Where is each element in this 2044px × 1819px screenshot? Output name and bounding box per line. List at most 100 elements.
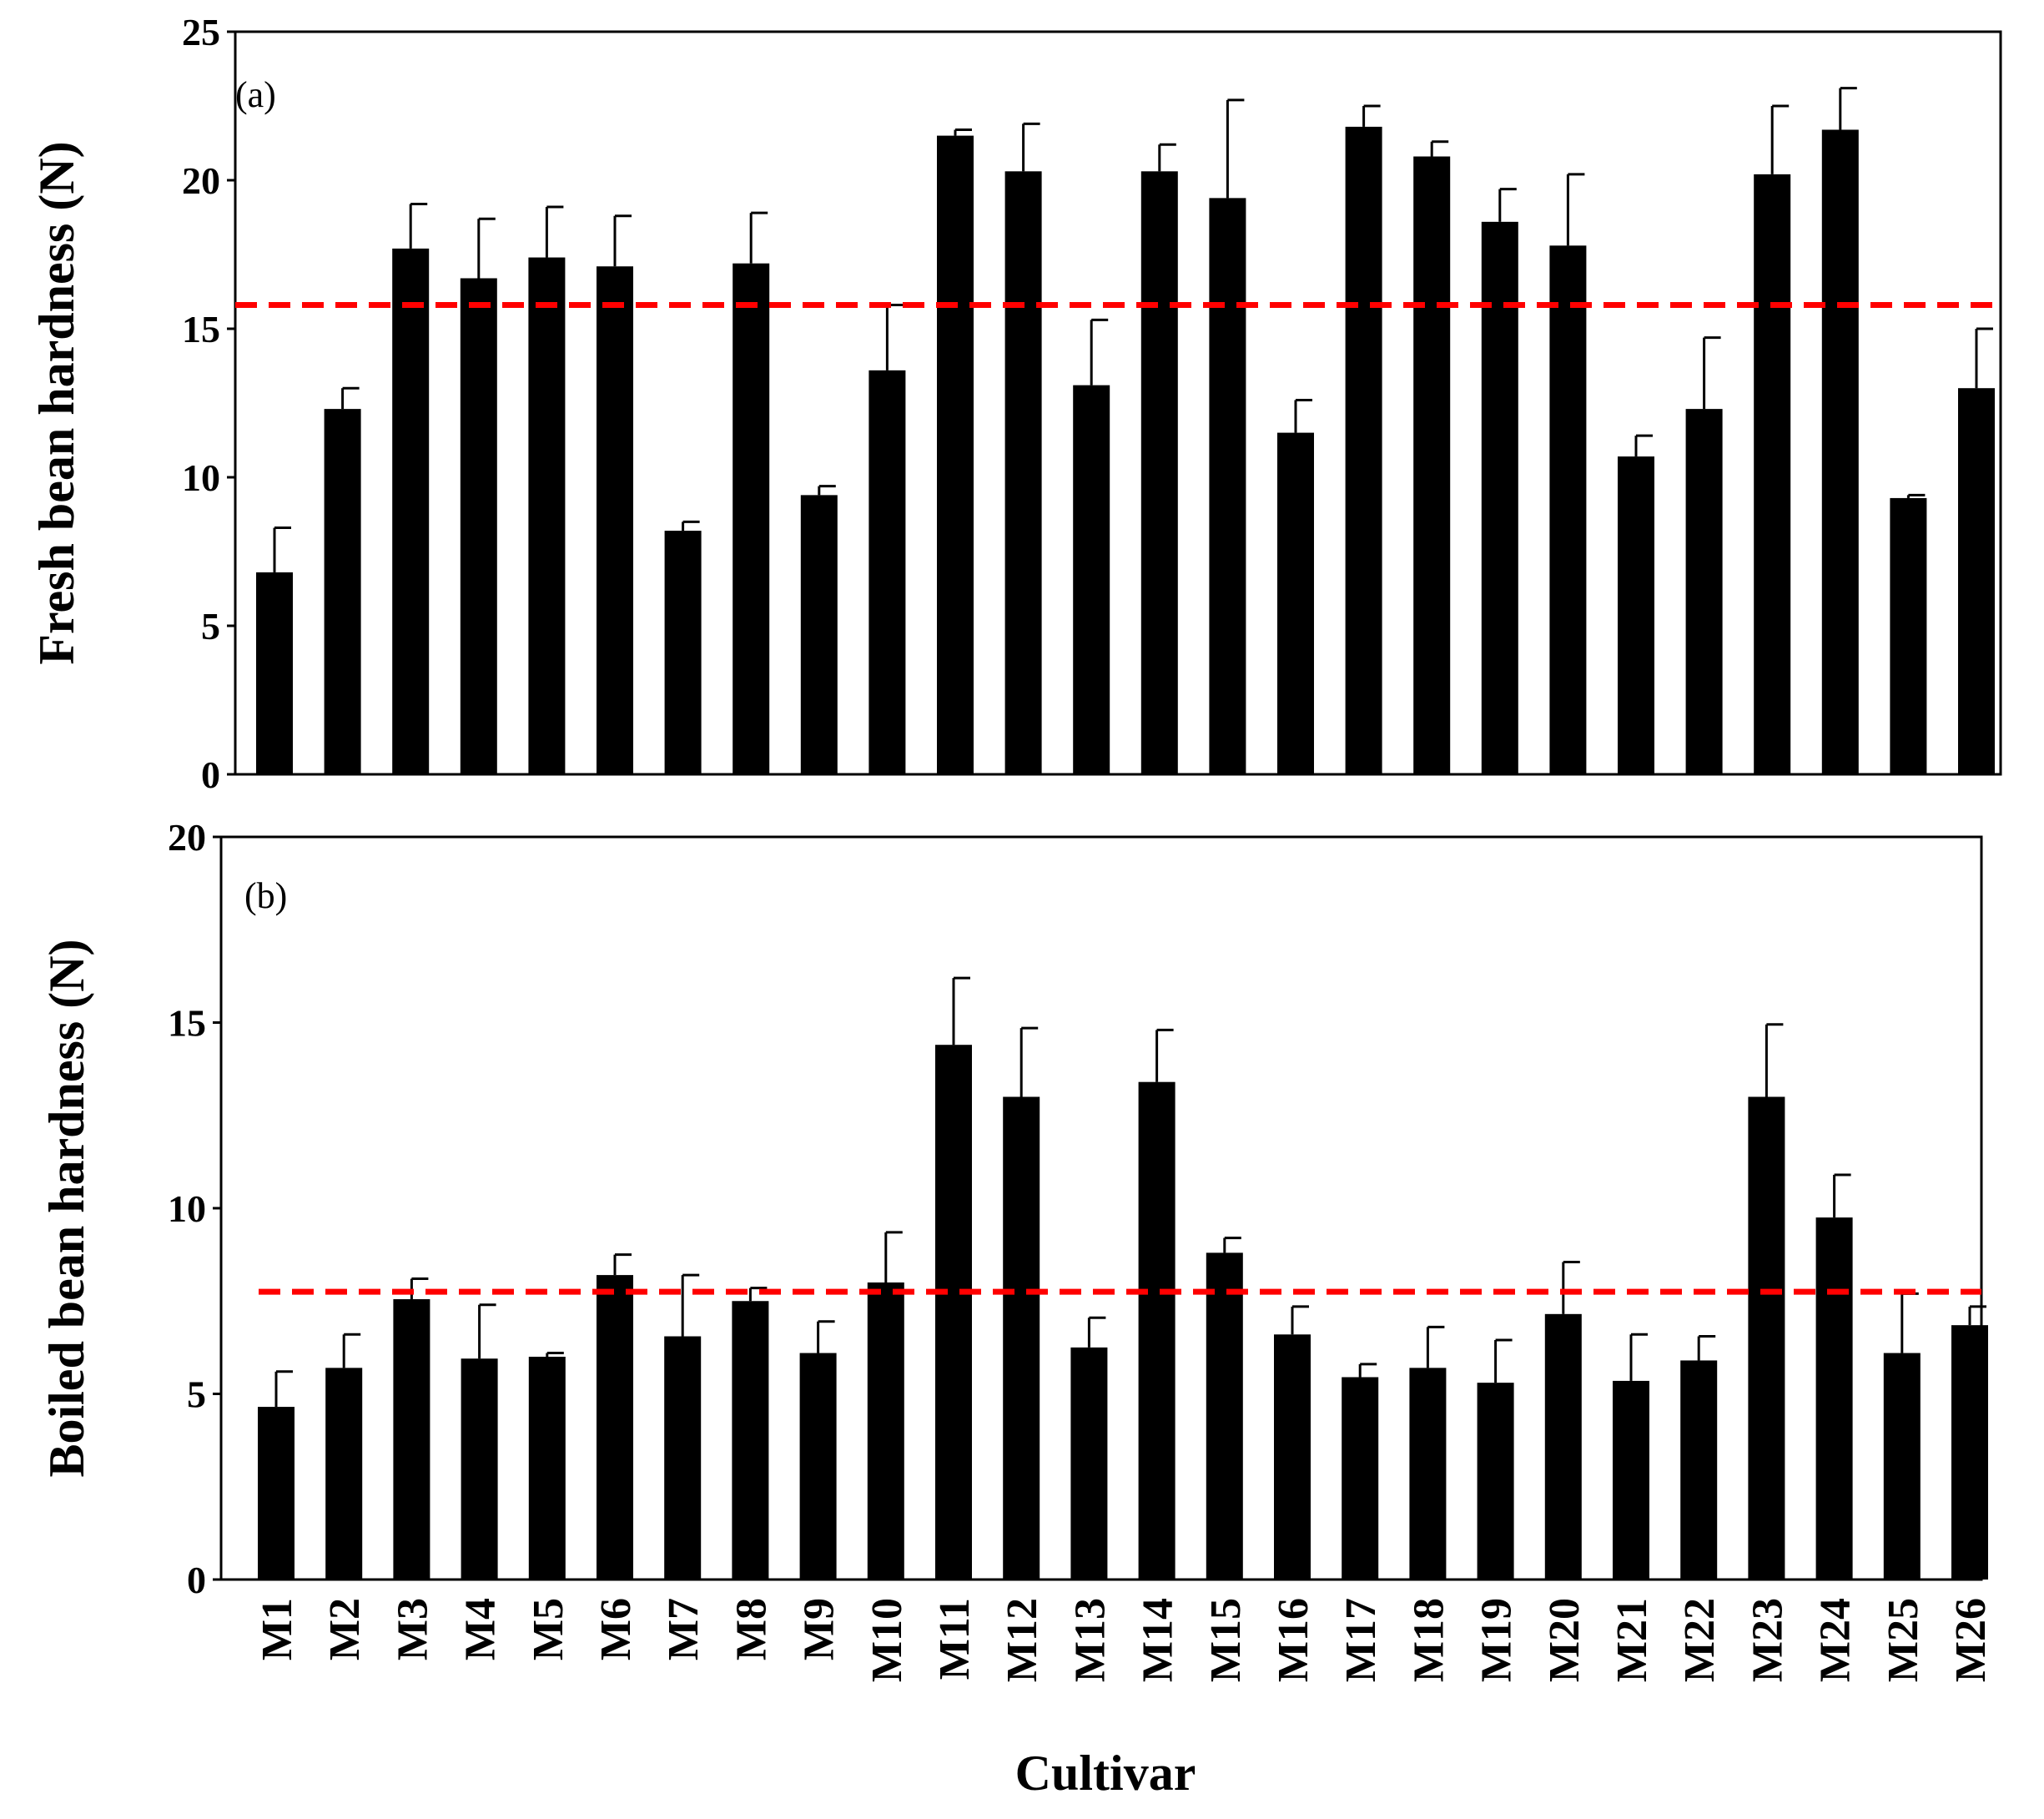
bar-b-M21: [1613, 1380, 1649, 1580]
x-tick-label-M24: M24: [1812, 1598, 1860, 1682]
x-tick-label-M19: M19: [1473, 1598, 1521, 1682]
y-tick-label-a-0: 0: [201, 753, 220, 796]
bar-b-M5: [528, 1357, 566, 1580]
bar-a-M9: [800, 495, 838, 774]
bar-b-M18: [1409, 1368, 1447, 1580]
bar-b-M1: [258, 1407, 295, 1580]
x-category-labels: M1 M2 M3 M4 M5 M6 M7 M8 M9 M10 M11 M12 M13 M14 M15 M16 M…: [254, 1598, 1995, 1682]
bar-b-M12: [1003, 1096, 1040, 1580]
bar-a-M23: [1754, 174, 1791, 774]
bar-b-M10: [867, 1282, 904, 1580]
x-tick-label-M16: M16: [1270, 1598, 1317, 1682]
bar-a-M1: [256, 572, 293, 774]
bar-b-M8: [732, 1301, 769, 1580]
x-tick-label-M6: M6: [592, 1598, 640, 1660]
x-tick-label-M25: M25: [1880, 1598, 1927, 1682]
bar-b-M23: [1748, 1096, 1785, 1580]
y-tick-label-b-1: 5: [187, 1373, 206, 1416]
bar-a-M22: [1685, 409, 1723, 774]
y-tick-label-a-1: 5: [201, 605, 220, 647]
x-tick-label-M7: M7: [660, 1598, 707, 1660]
x-tick-label-M12: M12: [999, 1598, 1046, 1682]
y-axis-title-b: Boiled bean hardness (N): [39, 939, 94, 1477]
y-tick-label-a-2: 10: [182, 456, 220, 499]
bar-b-M3: [393, 1299, 430, 1580]
bar-a-M11: [937, 135, 974, 775]
x-tick-label-M18: M18: [1405, 1598, 1452, 1682]
bar-a-M24: [1821, 129, 1859, 775]
bar-a-M20: [1549, 245, 1587, 774]
x-tick-label-M20: M20: [1541, 1598, 1588, 1682]
bar-a-M18: [1413, 156, 1451, 774]
x-tick-label-M17: M17: [1337, 1598, 1385, 1682]
x-axis-title: Cultivar: [1015, 1746, 1196, 1801]
panel-boiled-hardness: (b) Boiled bean hardness (N) 0 5 10 15 20 M1…: [39, 816, 1995, 1682]
bar-b-M17: [1342, 1377, 1379, 1580]
bar-a-M21: [1618, 456, 1654, 774]
bar-a-M5: [528, 257, 566, 774]
y-tick-label-b-0: 0: [187, 1559, 206, 1601]
panel-fresh-hardness: (a) Fresh bean hardness (N) 0 5 10 15 20 25: [29, 11, 2002, 796]
bar-b-M2: [325, 1368, 363, 1580]
bar-a-M12: [1004, 171, 1042, 774]
x-tick-label-M22: M22: [1676, 1598, 1724, 1682]
x-tick-label-M4: M4: [457, 1598, 505, 1660]
bar-a-M16: [1277, 432, 1314, 774]
bar-b-M26: [1951, 1325, 1988, 1580]
bars-a: [256, 87, 1995, 775]
x-tick-label-M9: M9: [796, 1598, 843, 1660]
bar-a-M19: [1481, 221, 1518, 775]
x-tick-label-M1: M1: [254, 1598, 301, 1660]
x-tick-label-M8: M8: [727, 1598, 775, 1660]
x-tick-label-M5: M5: [525, 1598, 572, 1660]
plot-frame-a: [234, 30, 2002, 776]
x-tick-label-M13: M13: [1066, 1598, 1114, 1682]
bar-a-M14: [1140, 171, 1178, 774]
bar-a-M25: [1890, 497, 1927, 774]
bar-a-M7: [664, 531, 702, 774]
bar-b-M15: [1206, 1252, 1243, 1580]
x-tick-label-M23: M23: [1744, 1598, 1791, 1682]
panel-label-b: (b): [244, 875, 287, 916]
bar-b-M19: [1477, 1383, 1514, 1580]
bar-b-M20: [1544, 1313, 1582, 1580]
y-tick-label-b-3: 15: [168, 1002, 206, 1045]
y-tick-label-b-4: 20: [168, 816, 206, 859]
bar-a-M2: [324, 409, 361, 774]
y-ticks-b: 0 5 10 15 20: [168, 816, 221, 1601]
y-tick-label-a-4: 20: [182, 159, 220, 202]
bar-a-M6: [597, 266, 633, 774]
bar-b-M16: [1274, 1334, 1311, 1580]
bar-a-M3: [392, 248, 430, 774]
bars-b: [258, 976, 1988, 1580]
bar-a-M4: [460, 278, 497, 775]
x-tick-label-M14: M14: [1135, 1598, 1182, 1682]
bar-b-M22: [1680, 1360, 1718, 1580]
bar-a-M26: [1958, 388, 1995, 774]
x-tick-label-M26: M26: [1947, 1598, 1995, 1682]
y-ticks-a: 0 5 10 15 20 25: [182, 11, 235, 796]
x-tick-label-M21: M21: [1609, 1598, 1656, 1682]
y-tick-label-a-5: 25: [182, 11, 220, 53]
bar-b-M9: [799, 1353, 837, 1580]
bar-a-M10: [868, 370, 906, 774]
bar-b-M24: [1815, 1217, 1853, 1580]
y-tick-label-b-2: 10: [168, 1187, 206, 1230]
bar-a-M8: [733, 263, 770, 774]
bar-b-M11: [935, 1045, 972, 1580]
bar-a-M15: [1209, 198, 1246, 775]
bar-b-M14: [1138, 1081, 1176, 1580]
bar-b-M25: [1883, 1353, 1921, 1580]
x-tick-label-M10: M10: [863, 1598, 911, 1682]
bar-a-M13: [1073, 385, 1110, 774]
x-tick-label-M11: M11: [931, 1598, 979, 1680]
bar-b-M7: [664, 1336, 702, 1580]
y-tick-label-a-3: 15: [182, 308, 220, 350]
x-tick-label-M15: M15: [1202, 1598, 1250, 1682]
bar-b-M6: [597, 1275, 633, 1580]
x-tick-label-M3: M3: [389, 1598, 436, 1660]
bar-b-M13: [1070, 1347, 1108, 1580]
y-axis-title-a: Fresh bean hardness (N): [29, 141, 84, 664]
bar-b-M4: [461, 1358, 498, 1580]
